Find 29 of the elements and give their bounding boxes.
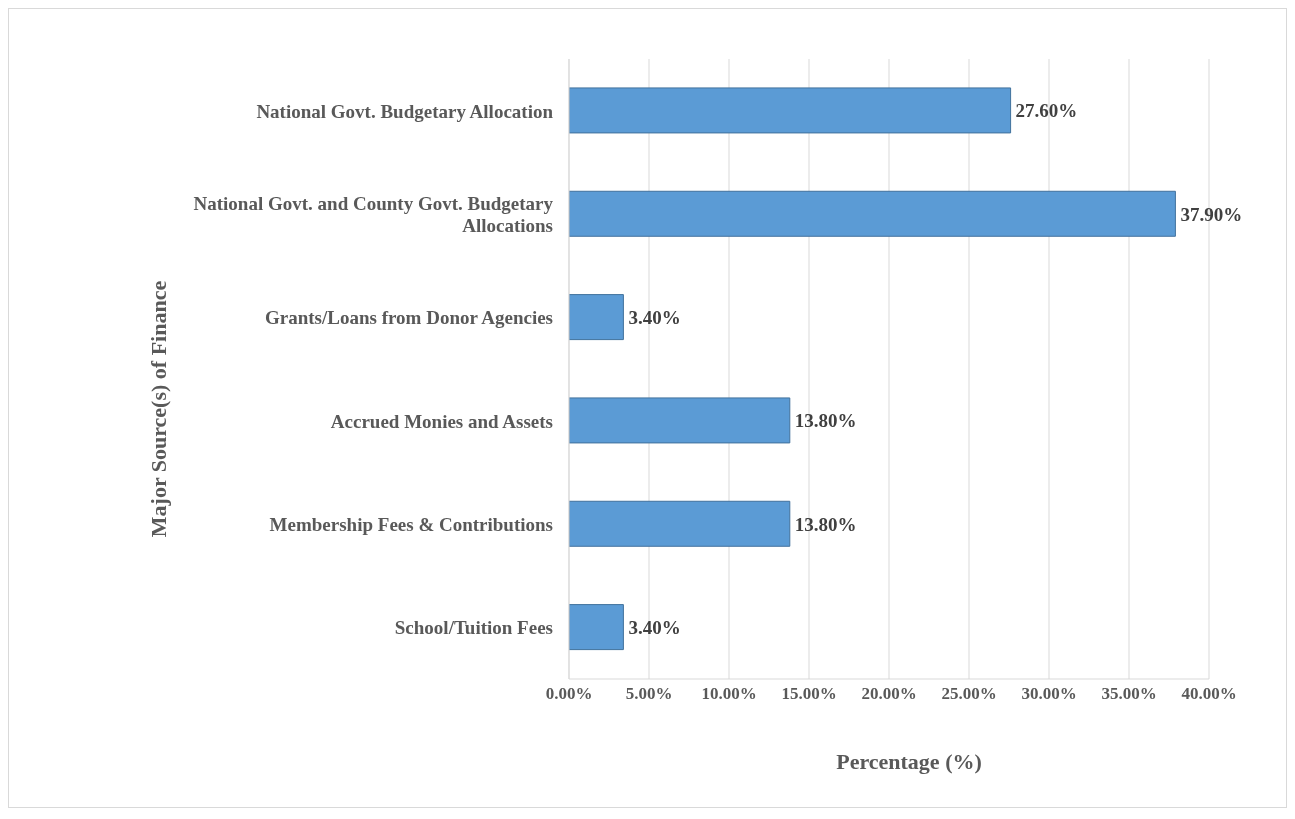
bar [569, 604, 624, 651]
x-tick-label: 40.00% [1181, 684, 1237, 704]
x-tick-label: 35.00% [1101, 684, 1157, 704]
bar [569, 87, 1012, 134]
bar [569, 397, 791, 444]
data-label: 3.40% [628, 616, 681, 638]
y-axis-title: Major Source(s) of Finance [146, 280, 172, 538]
x-tick-label: 25.00% [941, 684, 997, 704]
y-tick-label: National Govt. Budgetary Allocation [256, 100, 554, 122]
data-label: 13.80% [794, 410, 857, 432]
data-label: 27.60% [1015, 100, 1078, 122]
data-label: 13.80% [794, 513, 857, 535]
bar [569, 500, 791, 547]
data-label: 3.40% [628, 306, 681, 328]
y-tick-label: Grants/Loans from Donor Agencies [265, 306, 553, 328]
y-tick-label: Membership Fees & Contributions [269, 513, 553, 535]
x-tick-label: 10.00% [701, 684, 757, 704]
x-tick-label: 5.00% [625, 684, 673, 704]
x-tick-label: 0.00% [545, 684, 593, 704]
x-tick-label: 20.00% [861, 684, 917, 704]
y-tick-label: School/Tuition Fees [394, 616, 553, 638]
x-tick-label: 15.00% [781, 684, 837, 704]
bar [569, 190, 1176, 237]
x-tick-label: 30.00% [1021, 684, 1077, 704]
x-axis-title: Percentage (%) [835, 749, 983, 775]
y-tick-label: National Govt. and County Govt. Budgetary Allocations [193, 192, 554, 236]
bar [569, 294, 624, 341]
y-tick-label: Accrued Monies and Assets [330, 410, 553, 432]
data-label: 37.90% [1180, 203, 1243, 225]
